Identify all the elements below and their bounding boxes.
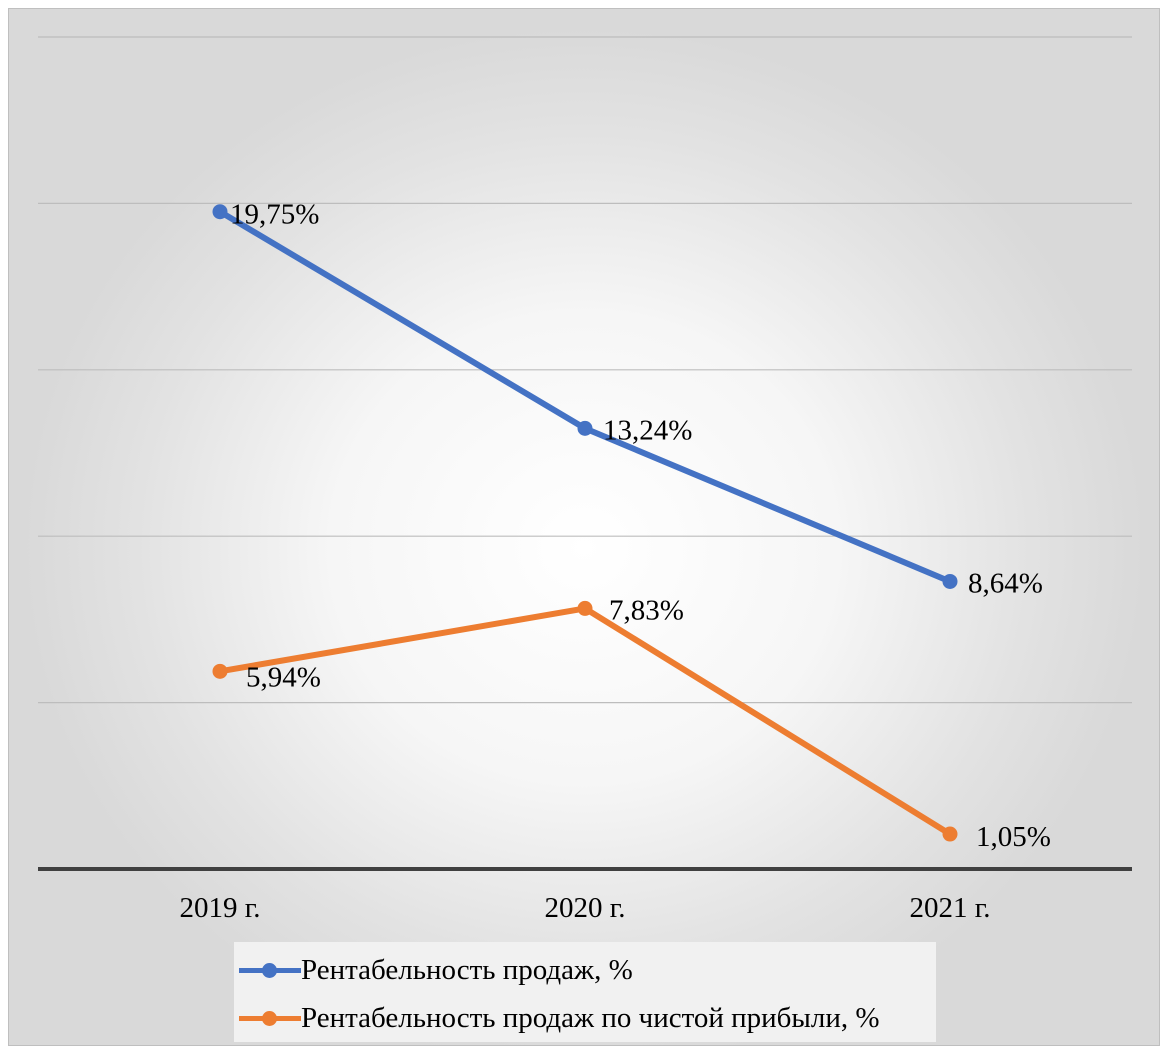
data-label: 13,24%: [603, 414, 692, 446]
data-point: [212, 204, 228, 220]
x-tick-label: 2019 г.: [179, 892, 260, 924]
data-point: [577, 420, 593, 436]
chart-area: [8, 8, 1160, 1046]
series-line: [217, 208, 953, 585]
legend: Рентабельность продаж, % Рентабельность …: [234, 942, 936, 1042]
data-point: [577, 600, 593, 616]
data-label: 19,75%: [230, 199, 319, 231]
data-label: 8,64%: [968, 567, 1043, 599]
data-label: 5,94%: [246, 661, 321, 693]
data-point: [212, 663, 228, 679]
data-label: 7,83%: [609, 594, 684, 626]
legend-line-marker-icon: [239, 950, 301, 990]
legend-line-marker-icon: [239, 998, 301, 1038]
series-line: [217, 605, 953, 838]
data-point: [942, 573, 958, 589]
data-point: [942, 826, 958, 842]
legend-item-net-profit-profitability: Рентабельность продаж по чистой прибыли,…: [234, 998, 880, 1038]
legend-label: Рентабельность продаж, %: [301, 953, 633, 986]
x-tick-label: 2021 г.: [909, 892, 990, 924]
x-tick-label: 2020 г.: [544, 892, 625, 924]
legend-item-sales-profitability: Рентабельность продаж, %: [234, 950, 633, 990]
legend-label: Рентабельность продаж по чистой прибыли,…: [301, 1001, 880, 1034]
data-label: 1,05%: [976, 821, 1051, 853]
